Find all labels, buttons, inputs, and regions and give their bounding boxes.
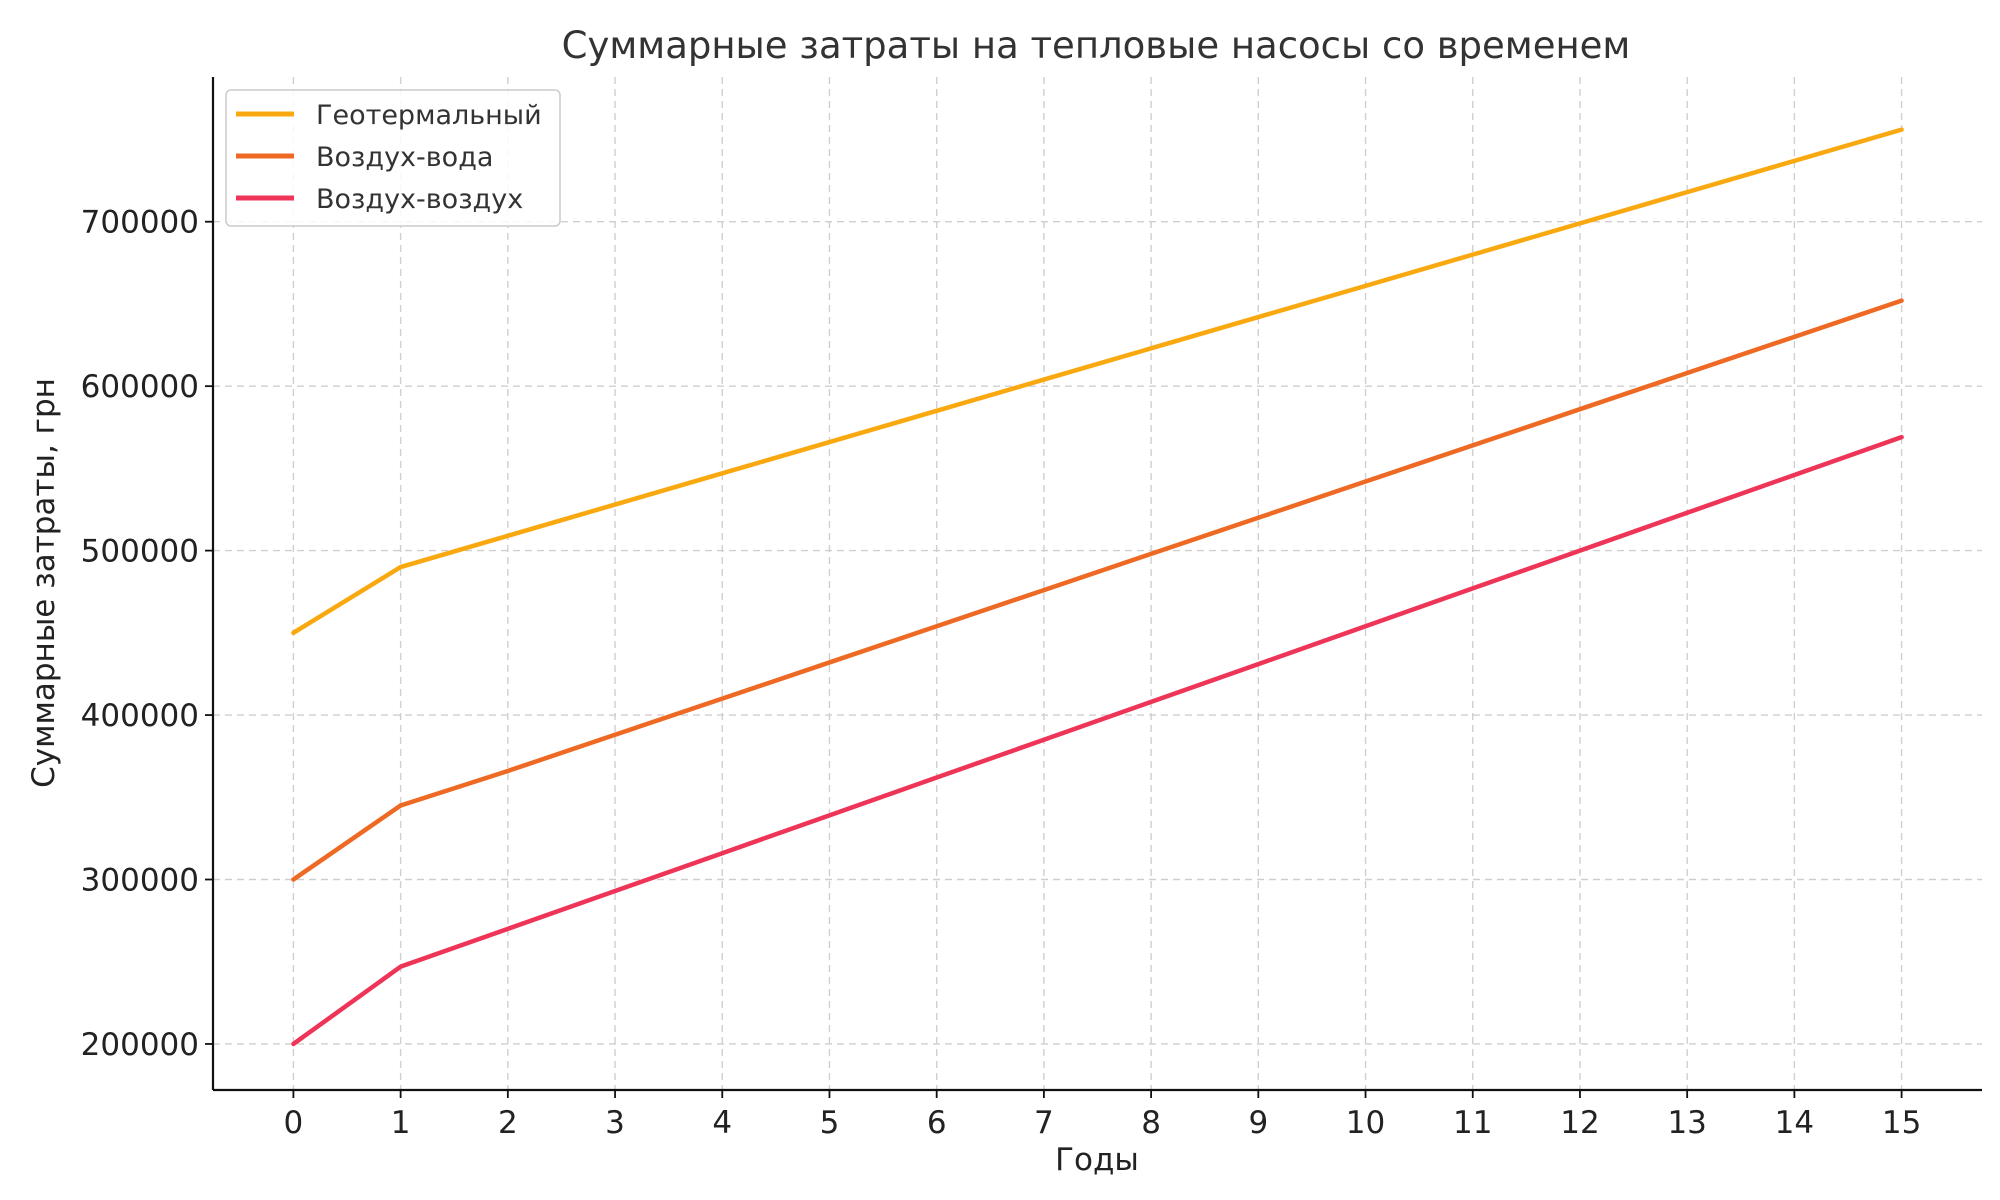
legend-box bbox=[225, 89, 561, 227]
legend-entries: Геотермальный Воздух-вода Воздух-воздух bbox=[236, 100, 542, 215]
series-line-2 bbox=[291, 298, 1904, 882]
legend: Геотермальный Воздух-вода Воздух-воздух bbox=[225, 89, 561, 227]
legend-label: Воздух-воздух bbox=[316, 184, 523, 215]
legend-label: Геотермальный bbox=[316, 100, 542, 131]
y-tick-label: 200000 bbox=[81, 1027, 199, 1063]
y-tick-label: 300000 bbox=[81, 863, 199, 899]
x-tick-label: 1 bbox=[391, 1105, 411, 1141]
x-axis-label: Годы bbox=[1055, 1142, 1139, 1178]
y-tick-label: 600000 bbox=[81, 369, 199, 405]
series-line-1 bbox=[291, 127, 1904, 636]
x-tick-label: 0 bbox=[284, 1105, 304, 1141]
axis-ticks: 0 1 2 3 4 5 6 7 8 9 10 11 12 13 14 15200000300000400000… bbox=[81, 205, 1922, 1141]
x-tick-label: 6 bbox=[927, 1105, 947, 1141]
grid bbox=[213, 77, 1982, 1090]
y-tick-label: 700000 bbox=[81, 205, 199, 241]
legend-label: Воздух-вода bbox=[316, 142, 493, 173]
x-tick-label: 4 bbox=[712, 1105, 732, 1141]
y-axis-label: Суммарные затраты, грн bbox=[26, 378, 62, 788]
chart-title: Суммарные затраты на тепловые насосы со … bbox=[562, 24, 1631, 67]
y-tick-label: 400000 bbox=[81, 698, 199, 734]
x-tick-label: 11 bbox=[1453, 1105, 1492, 1141]
series-lines bbox=[291, 127, 1904, 1047]
x-tick-label: 2 bbox=[498, 1105, 518, 1141]
x-tick-label: 7 bbox=[1034, 1105, 1054, 1141]
y-tick-label: 500000 bbox=[81, 534, 199, 570]
x-tick-label: 5 bbox=[820, 1105, 840, 1141]
x-tick-label: 3 bbox=[605, 1105, 625, 1141]
x-tick-label: 14 bbox=[1775, 1105, 1814, 1141]
x-tick-label: 10 bbox=[1346, 1105, 1385, 1141]
x-tick-label: 12 bbox=[1560, 1105, 1599, 1141]
x-tick-label: 13 bbox=[1667, 1105, 1706, 1141]
x-tick-label: 8 bbox=[1141, 1105, 1161, 1141]
x-tick-label: 9 bbox=[1248, 1105, 1268, 1141]
x-tick-label: 15 bbox=[1882, 1105, 1921, 1141]
series-line-3 bbox=[291, 434, 1904, 1047]
